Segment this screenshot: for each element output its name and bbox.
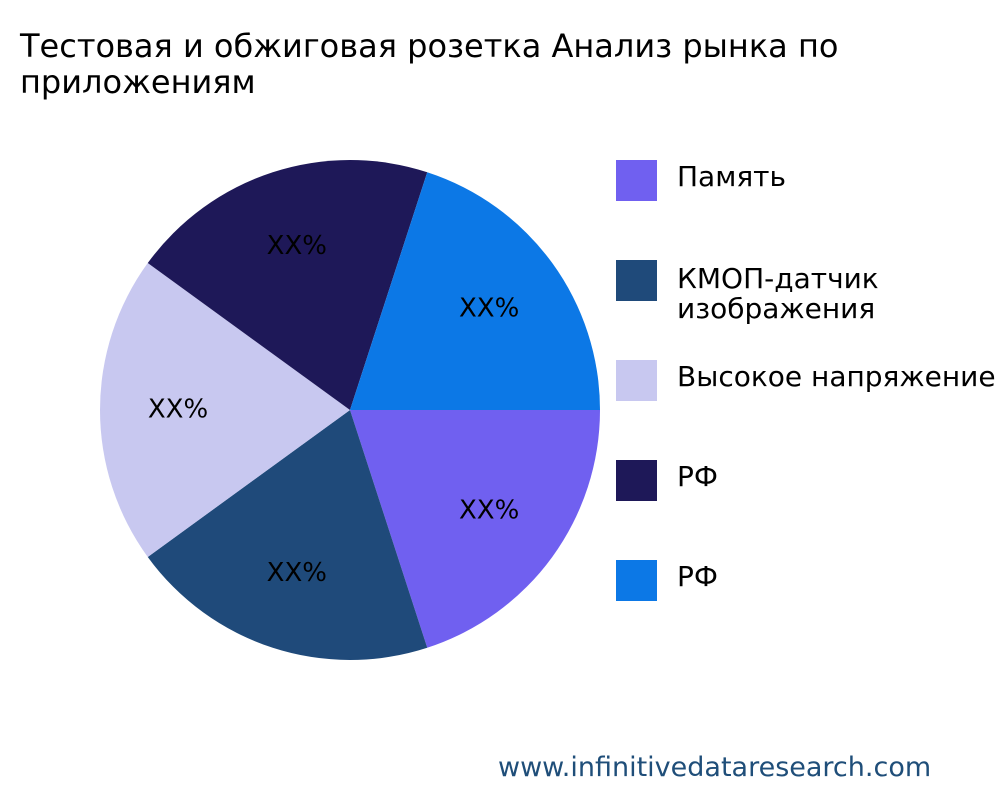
- legend-item-high-voltage: Высокое напряжение: [616, 360, 1000, 402]
- chart-title: Тестовая и обжиговая розетка Анализ рынк…: [20, 27, 839, 101]
- legend-label-cmos-sensor: КМОП-датчик изображения: [677, 262, 879, 325]
- pie-slice-label-2: XX%: [267, 558, 327, 588]
- pie-slice-label-3: XX%: [148, 395, 208, 425]
- legend-item-rf-1: РФ: [616, 460, 1000, 502]
- source-url: www.infinitivedataresearch.com: [498, 752, 932, 783]
- pie-slice-label-1: XX%: [459, 496, 519, 526]
- pie-slice-label-5: XX%: [459, 293, 519, 323]
- pie-slice-5: [350, 172, 600, 410]
- pie-slice-3: [100, 263, 350, 557]
- pie-slice-2: [147, 410, 428, 660]
- legend-swatch-memory: [616, 160, 657, 201]
- legend-swatch-rf-1: [616, 460, 657, 501]
- pie-slice-1: [350, 410, 600, 648]
- legend-item-memory: Память: [616, 160, 1000, 202]
- pie-slice-label-4: XX%: [267, 231, 327, 261]
- legend-label-high-voltage: Высокое напряжение: [677, 360, 996, 393]
- legend-swatch-cmos-sensor: [616, 260, 657, 301]
- legend-label-rf-2: РФ: [677, 560, 718, 593]
- pie-slice-4: [147, 160, 428, 410]
- legend-swatch-rf-2: [616, 560, 657, 601]
- legend-swatch-high-voltage: [616, 360, 657, 401]
- legend-item-cmos-sensor: КМОП-датчик изображения: [616, 260, 1000, 324]
- legend-label-memory: Память: [677, 160, 786, 193]
- legend-item-rf-2: РФ: [616, 560, 1000, 602]
- legend-label-rf-1: РФ: [677, 460, 718, 493]
